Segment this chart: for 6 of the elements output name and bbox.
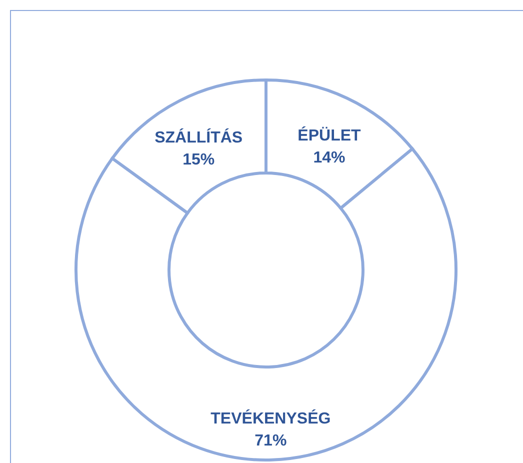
data-label: 71% [254, 432, 287, 450]
slice-label: SZÁLLÍTÁS [154, 128, 243, 147]
data-label: 14% [313, 150, 346, 167]
data-label: 15% [182, 152, 215, 169]
slice-label: TEVÉKENYSÉG [210, 408, 331, 428]
slice-label: ÉPÜLET [298, 126, 362, 145]
